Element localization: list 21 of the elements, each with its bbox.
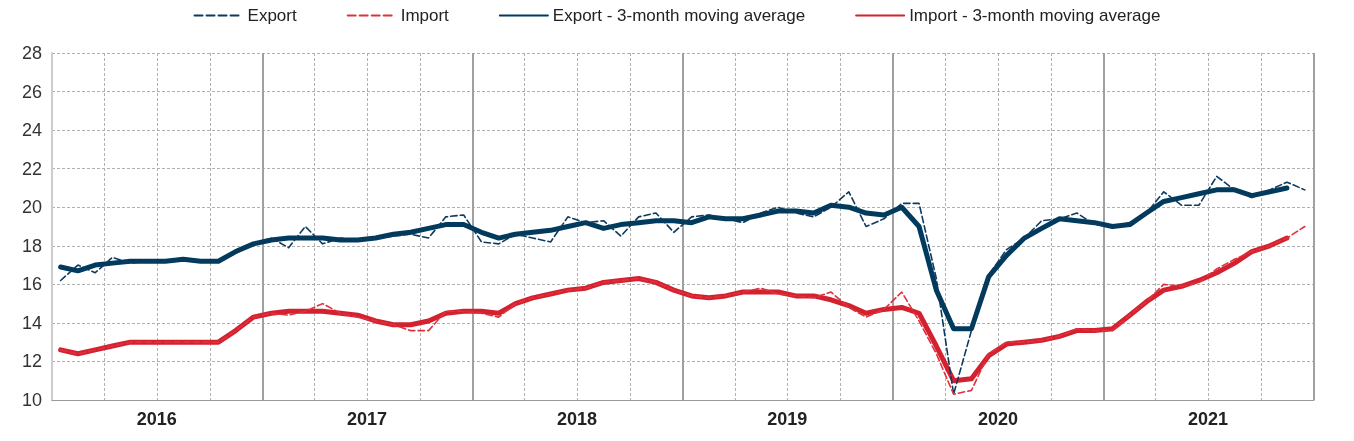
y-tick-label: 18 <box>21 235 42 256</box>
x-tick-label: 2019 <box>767 409 808 429</box>
y-tick-label: 24 <box>21 120 42 141</box>
y-tick-label: 20 <box>21 197 42 218</box>
y-tick-label: 16 <box>21 274 42 295</box>
line-series <box>59 175 1306 396</box>
legend-label: Import - 3-month moving average <box>909 6 1161 25</box>
x-tick-label: 2020 <box>977 409 1018 429</box>
x-tick-label: 2017 <box>346 409 387 429</box>
x-tick-label: 2021 <box>1188 409 1229 429</box>
y-tick-label: 12 <box>21 351 42 372</box>
y-tick-label: 26 <box>21 81 42 102</box>
legend-label: Export <box>247 6 297 25</box>
y-tick-label: 14 <box>21 312 42 333</box>
x-tick-label: 2016 <box>136 409 177 429</box>
y-tick-label: 10 <box>21 390 42 410</box>
x-tick-label: 2018 <box>557 409 598 429</box>
y-tick-label: 28 <box>21 43 42 63</box>
legend-label: Export - 3-month moving average <box>552 6 806 25</box>
y-tick-label: 22 <box>21 158 42 179</box>
legend-label: Import <box>400 6 450 25</box>
